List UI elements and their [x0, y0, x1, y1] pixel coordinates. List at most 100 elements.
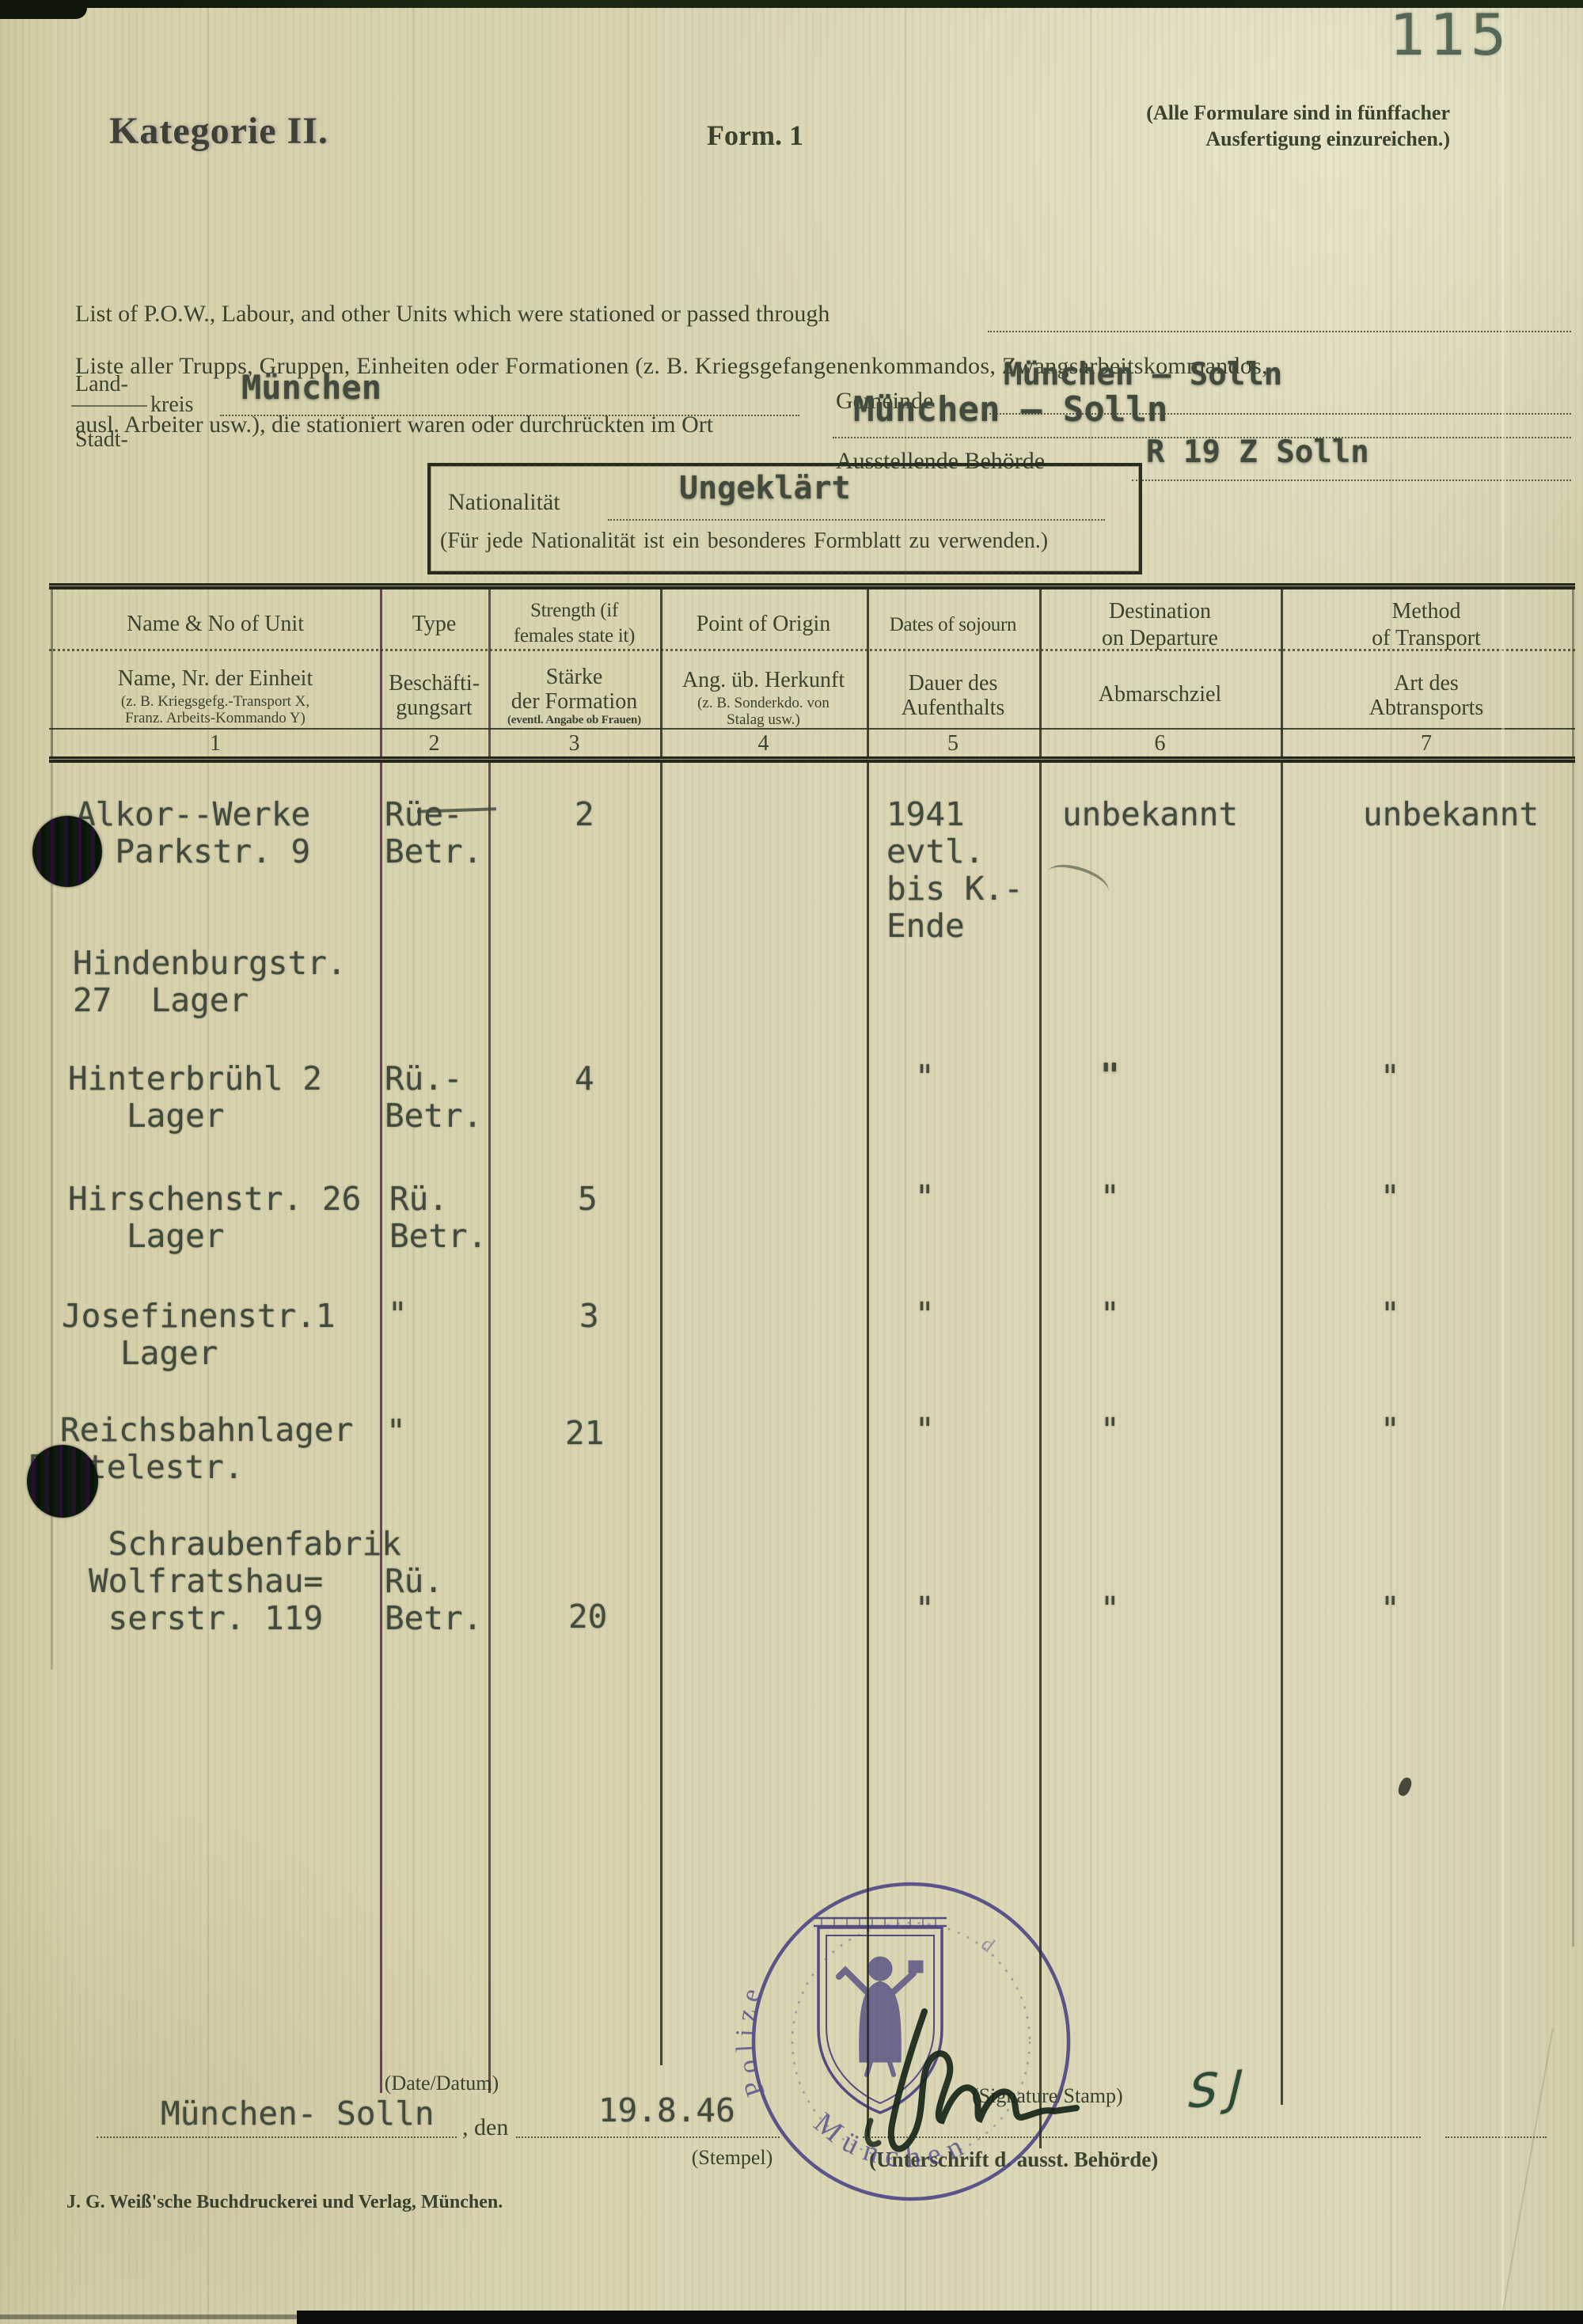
table-header-bottom-border: [49, 756, 1575, 763]
paper-streak: [628, 0, 629, 2324]
col-header-en-strength: Strength (if females state it): [513, 600, 636, 646]
paper-streak: [412, 0, 414, 2324]
row-0-transport: unbekannt: [1363, 795, 1539, 833]
row-6-strength: 20: [568, 1598, 608, 1636]
row-0-name: Alkor--Werke Parkstr. 9: [76, 795, 311, 870]
list-title-de-2: ausl. Arbeiter usw.), die stationiert wa…: [75, 411, 714, 438]
table-header-dotted-divider: [49, 649, 1575, 651]
row-0-strength: 2: [575, 795, 594, 833]
row-3-type: Rü. Betr.: [389, 1180, 488, 1255]
stempel-label: (Stempel): [691, 2146, 773, 2169]
row-5-transport: ": [1380, 1411, 1400, 1449]
top-left-edge-blotch: [0, 0, 87, 19]
table-rule: [380, 763, 382, 2093]
row-6-destination: ": [1100, 1590, 1120, 1628]
row-3-destination: ": [1100, 1178, 1120, 1216]
land-stadt-divider: [71, 405, 147, 407]
ort-value: München — Solln: [853, 389, 1168, 430]
date-value: 19.8.46: [598, 2091, 735, 2129]
behoerde-label: Ausstellende Behörde: [836, 448, 1046, 474]
signature-initials: SJ: [1187, 2059, 1255, 2119]
col-number-5: 5: [947, 731, 959, 756]
paper-streak: [1391, 0, 1392, 2324]
list-title-en: List of P.O.W., Labour, and other Units …: [75, 301, 830, 327]
table-rule: [660, 590, 662, 756]
land-label: Land-: [75, 372, 128, 396]
col-number-1: 1: [210, 731, 221, 756]
ink-blot: [1396, 1776, 1414, 1798]
row-3-dates: ": [915, 1178, 935, 1216]
table-rule: [1039, 763, 1042, 2148]
nationality-value: Ungeklärt: [679, 470, 851, 506]
paper-crease: [1501, 0, 1505, 2324]
stamp-outer-ring: [751, 1882, 1071, 2201]
signature-dotted-line: [863, 2136, 1421, 2138]
paper-streak: [905, 0, 906, 2324]
row-1-name: Hindenburgstr. 27 Lager: [73, 944, 347, 1019]
table-rule: [380, 590, 382, 756]
row-2-strength: 4: [575, 1060, 594, 1098]
col-header-en-origin: Point of Origin: [696, 612, 831, 636]
table-rule: [867, 590, 869, 756]
hole-punch-top: [32, 816, 102, 887]
printer-imprint: J. G. Weiß'sche Buchdruckerei und Verlag…: [66, 2192, 503, 2212]
col-header-en-destination: Destination on Departure: [1102, 599, 1218, 650]
table-header-line: [49, 728, 1575, 730]
form-number: Form. 1: [707, 119, 803, 151]
table-rule: [1572, 590, 1574, 756]
col-header-de-name: Name, Nr. der Einheit: [117, 666, 313, 691]
row-2-dates: ": [915, 1058, 935, 1096]
bottom-edge-strip: [297, 2311, 1583, 2324]
stamp-inner-dotted-ring: [791, 1921, 1031, 2162]
row-4-type: ": [388, 1295, 408, 1333]
col-header-en-type: Type: [412, 612, 457, 636]
col-header-de-origin-small: (z. B. Sonderkdo. von Stalag usw.): [697, 695, 829, 728]
svg-text:Polize: Polize: [731, 1978, 771, 2100]
col-header-de-transport: Art des Abtransports: [1369, 671, 1484, 720]
nationality-box: [427, 463, 1142, 574]
row-5-strength: 21: [565, 1414, 605, 1452]
place-value: München- Solln: [161, 2095, 435, 2133]
row-0-destination: unbekannt: [1062, 795, 1239, 833]
date-label: (Date/Datum): [384, 2072, 499, 2095]
col-header-de-strength: Stärke der Formation: [511, 665, 638, 714]
row-5-destination: ": [1100, 1411, 1120, 1449]
paper-streak: [1090, 0, 1091, 2324]
ort-dotted-line: [833, 437, 1571, 438]
date-dotted-line: [516, 2136, 780, 2138]
list-en-dotted-line: [988, 331, 1571, 332]
row-6-name: Schraubenfabrik Wolfratshau= serstr. 119: [89, 1525, 401, 1637]
table-rule: [1039, 590, 1042, 756]
col-header-de-strength-small: (eventl. Angabe ob Frauen): [507, 714, 641, 726]
col-header-de-name-small: (z. B. Kriegsgefg.-Transport X, Franz. A…: [120, 693, 310, 726]
row-6-type: Rü. Betr.: [385, 1562, 483, 1637]
table-rule: [488, 763, 491, 2093]
table-rule: [1281, 763, 1283, 2105]
table-rule: [1281, 590, 1283, 756]
signature-ink: [864, 2008, 1080, 2152]
row-4-destination: ": [1100, 1295, 1120, 1333]
kreis-dotted-line: [220, 415, 799, 416]
row-2-name: Hinterbrühl 2 Lager: [68, 1060, 322, 1135]
den-label: , den: [462, 2114, 509, 2140]
paper-streak: [207, 0, 209, 2324]
table-rule: [488, 590, 491, 756]
top-edge-strip: [0, 0, 1583, 8]
table-rule: [51, 590, 53, 756]
row-4-strength: 3: [579, 1297, 599, 1335]
pen-curve-mark: [1043, 858, 1113, 905]
stamp-faint-letter: d: [977, 1932, 999, 1957]
row-0-dates: 1941 evtl. bis K.- Ende: [886, 795, 1023, 945]
stadt-label: Stadt-: [75, 427, 128, 452]
list-title-de-1: Liste aller Trupps, Gruppen, Einheiten o…: [75, 353, 1268, 379]
hole-punch-bottom: [27, 1445, 98, 1518]
table-rule: [660, 763, 662, 2065]
col-number-7: 7: [1421, 731, 1432, 756]
row-4-dates: ": [915, 1295, 935, 1333]
row-6-transport: ": [1380, 1590, 1400, 1628]
row-4-name: Josefinenstr.1 Lager: [62, 1297, 336, 1372]
col-header-de-origin: Ang. üb. Herkunft: [681, 668, 845, 692]
row-3-strength: 5: [578, 1180, 598, 1218]
page-number: 115: [1390, 2, 1511, 68]
place-dotted-line: [97, 2136, 457, 2138]
